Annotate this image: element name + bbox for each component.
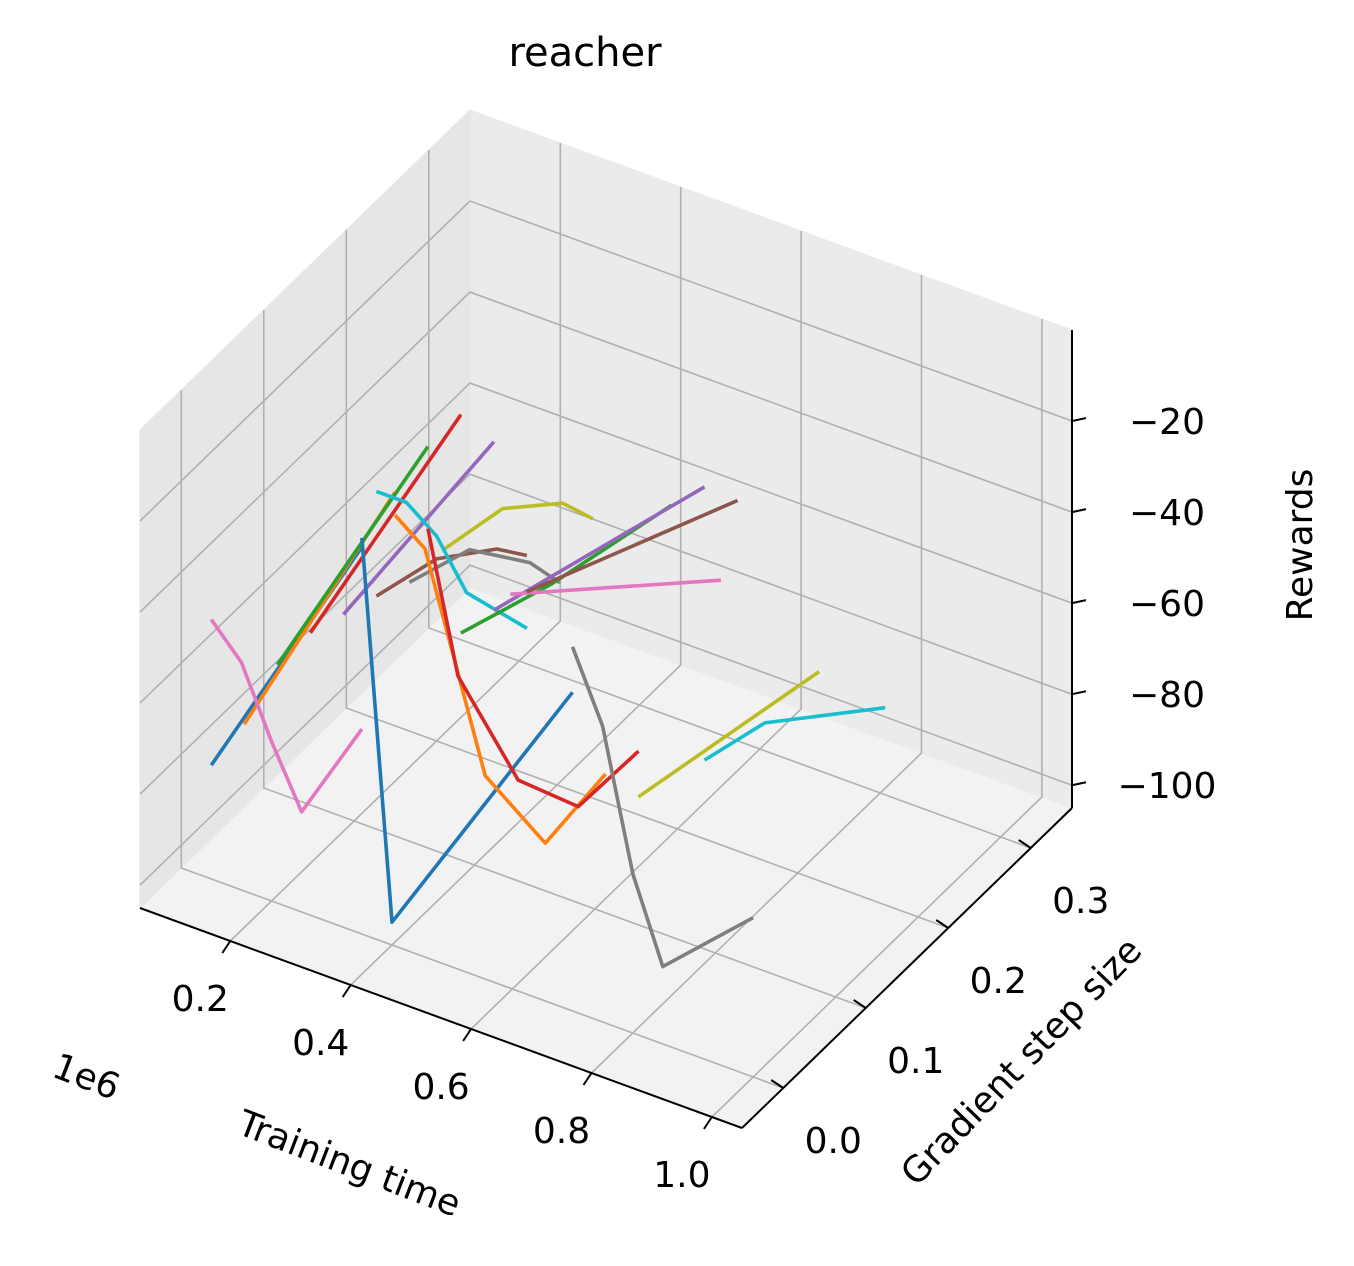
series-line <box>275 445 430 666</box>
axes-panes <box>139 108 1073 1129</box>
x-tick-label: 0.6 <box>412 1067 469 1108</box>
series-line <box>570 646 754 969</box>
z-tick-mark <box>1071 781 1087 787</box>
grid-line-x <box>229 143 562 942</box>
series-line <box>209 618 364 814</box>
grid-line-z <box>139 382 1073 704</box>
series-line <box>408 547 561 585</box>
series-line <box>342 440 496 616</box>
grid-line-x <box>470 231 802 1030</box>
axis-lines <box>139 330 1087 1130</box>
side-pane <box>139 108 471 910</box>
grid-line-y <box>345 230 949 929</box>
y-tick-mark <box>1018 839 1032 849</box>
x-axis-line <box>139 907 743 1129</box>
z-tick-label: −100 <box>1118 766 1217 807</box>
z-tick-mark <box>1071 417 1087 423</box>
tick-labels: 0.2 0.4 0.6 0.8 1.0 0.0 0.1 0.2 0.3 −100 −80 −60 −40… <box>172 402 1217 1196</box>
z-axis-label: Rewards <box>1280 469 1321 622</box>
x-tick-mark <box>341 984 352 998</box>
x-axis-label: Training time <box>231 1103 466 1226</box>
z-tick-label: −40 <box>1129 493 1205 534</box>
series-line <box>375 547 528 598</box>
grid-line-x <box>711 319 1043 1118</box>
x-tick-mark <box>462 1028 472 1042</box>
grid-line-y <box>427 150 1032 849</box>
z-tick-mark <box>1071 599 1087 605</box>
series-line <box>703 705 886 762</box>
grid-line-x <box>350 187 682 986</box>
grid-line-z <box>139 200 1073 522</box>
series-layer <box>209 413 886 969</box>
x-tick-mark <box>703 1116 713 1130</box>
z-tick-mark <box>1071 508 1087 514</box>
y-tick-label: 0.3 <box>1052 881 1109 922</box>
grid-line-y <box>262 310 867 1009</box>
y-tick-label: 0.1 <box>887 1041 944 1082</box>
x-tick-label: 1.0 <box>653 1155 710 1196</box>
grid-line-x <box>590 275 923 1074</box>
series-line <box>637 670 821 799</box>
y-tick-label: 0.0 <box>805 1121 862 1162</box>
series-line <box>426 528 640 809</box>
series-line <box>441 501 594 552</box>
z-tick-label: −20 <box>1129 402 1205 443</box>
grid-line-z <box>139 564 1073 886</box>
x-tick-mark <box>221 940 232 954</box>
series-line <box>393 513 607 846</box>
z-tick-label: −60 <box>1129 584 1205 625</box>
grid-line-z <box>139 291 1073 613</box>
y-tick-mark <box>935 919 949 929</box>
y-axis-line <box>741 807 1073 1129</box>
y-tick-mark <box>853 999 867 1009</box>
series-line <box>510 578 722 596</box>
x-tick-label: 0.8 <box>533 1111 590 1152</box>
series-line <box>308 413 463 634</box>
x-tick-mark <box>582 1072 593 1086</box>
z-tick-label: −80 <box>1129 675 1205 716</box>
series-line <box>375 489 528 630</box>
x-tick-label: 0.4 <box>292 1023 349 1064</box>
x-tick-label: 0.2 <box>172 979 229 1020</box>
series-line <box>526 498 739 594</box>
grid-line-y <box>180 390 784 1089</box>
z-tick-mark <box>1071 690 1087 696</box>
y-tick-label: 0.2 <box>970 961 1027 1002</box>
y-tick-mark <box>770 1079 784 1089</box>
chart-title: reacher <box>508 30 662 76</box>
x-offset-text: 1e6 <box>47 1046 125 1109</box>
